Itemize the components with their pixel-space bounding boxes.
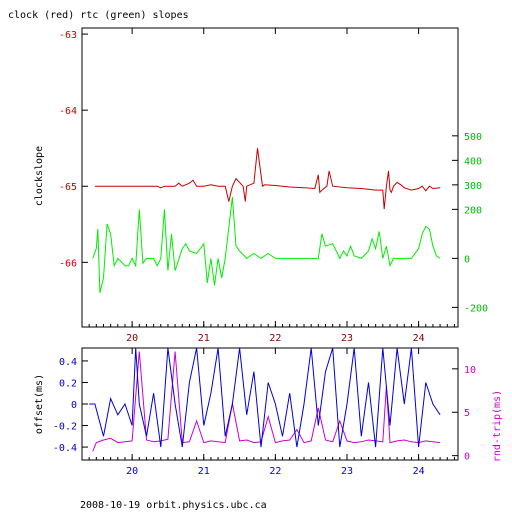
y-left-tick-label-2: -65 [59, 182, 77, 193]
top-right-axis: 500 400 300 200 0 -200 [452, 132, 488, 314]
y-right-tick-label-1: 5 [464, 408, 470, 419]
series-line-1 [94, 148, 441, 210]
y-right-tick-label-3: 200 [464, 205, 482, 216]
x-tick-label-1: 21 [198, 333, 210, 344]
y-left-tick-label-4: -0.4 [53, 443, 77, 454]
x-tick-label-3: 23 [341, 466, 353, 477]
bottom-series-group [89, 347, 441, 452]
x-tick-label-3: 23 [341, 333, 353, 344]
y-right-tick-label-0: 10 [464, 365, 476, 376]
bottom-right-axis: 10 5 0 [452, 365, 476, 463]
x-tick-label-0: 20 [126, 466, 138, 477]
series-line-1 [89, 347, 441, 448]
top-left-axis-label: clockslope [34, 146, 45, 206]
round-trip-axis-label: rnd-trip(ms) [492, 390, 503, 462]
x-tick-label-0: 20 [126, 333, 138, 344]
top-x-axis: 20 21 22 23 24 [81, 28, 455, 344]
bottom-left-axis: 0.4 0.2 0 -0.2 -0.4 [53, 357, 88, 454]
y-left-tick-label-2: 0 [71, 400, 77, 411]
y-left-tick-label-0: 0.4 [59, 357, 77, 368]
y-left-tick-label-1: 0.2 [59, 378, 77, 389]
top-left-axis: -63 -64 -65 -66 [59, 30, 88, 269]
y-left-tick-label-3: -66 [59, 258, 77, 269]
top-series-group [92, 148, 441, 293]
offset-axis-label: offset(ms) [34, 374, 45, 434]
y-left-tick-label-1: -64 [59, 106, 77, 117]
y-right-tick-label-5: -200 [464, 303, 488, 314]
x-tick-label-4: 24 [413, 333, 425, 344]
x-tick-label-4: 24 [413, 466, 425, 477]
y-left-tick-label-3: -0.2 [53, 422, 77, 433]
x-tick-label-2: 22 [269, 333, 281, 344]
y-right-tick-label-4: 0 [464, 254, 470, 265]
chart-title: clock (red) rtc (green) slopes [8, 10, 189, 21]
y-left-tick-label-0: -63 [59, 30, 77, 41]
x-tick-label-1: 21 [198, 466, 210, 477]
x-tick-label-2: 22 [269, 466, 281, 477]
bottom-panel: 0.4 0.2 0 -0.2 -0.4 10 5 0 20 21 22 23 24 offset(m… [34, 347, 503, 477]
footer-caption: 2008-10-19 orbit.physics.ubc.ca [80, 500, 267, 511]
top-plot-frame [81, 27, 459, 328]
y-right-tick-label-0: 500 [464, 132, 482, 143]
bottom-x-axis: 20 21 22 23 24 [81, 348, 455, 477]
y-right-tick-label-2: 300 [464, 181, 482, 192]
y-right-tick-label-1: 400 [464, 156, 482, 167]
series-line-0 [92, 197, 441, 293]
series-line-0 [92, 351, 441, 452]
y-right-tick-label-2: 0 [464, 452, 470, 463]
